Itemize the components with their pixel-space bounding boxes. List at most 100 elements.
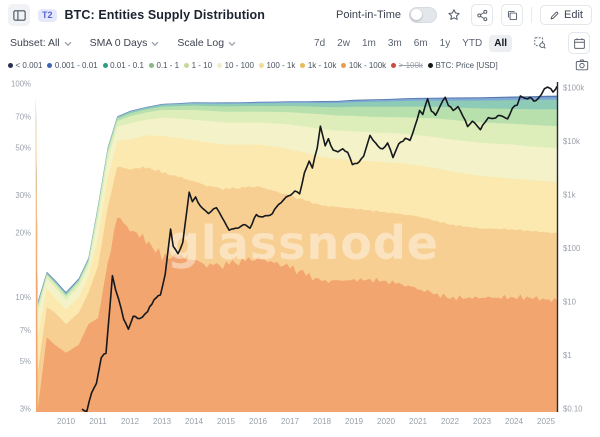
legend-item[interactable]: > 100k — [391, 61, 423, 70]
legend-item[interactable]: 0.1 - 1 — [148, 60, 180, 70]
range-button-all[interactable]: All — [489, 34, 512, 52]
calendar-button[interactable] — [568, 32, 590, 54]
sma-dropdown[interactable]: SMA 0 Days — [90, 37, 160, 49]
axis-label: 10% — [15, 293, 31, 302]
axis-label: 70% — [15, 113, 31, 122]
glassnode-watermark: glassnode — [167, 216, 439, 270]
axis-label: $10k — [563, 137, 580, 146]
legend-item[interactable]: 0.001 - 0.01 — [47, 60, 98, 70]
copy-icon — [507, 10, 517, 20]
legend-dot — [8, 62, 13, 68]
axis-label: $10 — [563, 298, 577, 307]
legend-item[interactable]: 100 - 1k — [258, 60, 296, 70]
legend-item[interactable]: 1 - 10 — [184, 61, 212, 70]
toggle-knob — [411, 9, 423, 20]
controls-bar: Subset: All SMA 0 Days Scale Log 7d 2w 1m 3… — [0, 32, 600, 54]
legend-item[interactable]: < 0.001 — [8, 61, 42, 70]
axis-label: 2022 — [441, 417, 460, 426]
legend-label: 1 - 10 — [191, 60, 213, 70]
legend-item[interactable]: 0.01 - 0.1 — [102, 60, 144, 70]
range-button-1y[interactable]: 1y — [435, 35, 456, 52]
legend-label: 0.001 - 0.01 — [54, 60, 98, 70]
legend-item[interactable]: 1k - 10k — [300, 61, 336, 70]
legend-item[interactable]: 10 - 100 — [217, 61, 254, 70]
share-icon — [476, 9, 487, 21]
legend-label: 100 - 1k — [266, 60, 296, 70]
axis-label: 30% — [15, 191, 31, 200]
star-icon — [448, 9, 460, 20]
axis-label: $1 — [563, 351, 572, 360]
axis-label: 50% — [15, 144, 31, 153]
legend-dot — [148, 62, 154, 68]
chevron-down-icon — [64, 41, 72, 46]
btc-price-line — [81, 86, 558, 412]
legend-dot — [47, 62, 53, 68]
legend-item[interactable]: BTC: Price [USD] — [427, 60, 498, 70]
edit-button[interactable]: Edit — [540, 5, 592, 25]
page-title: BTC: Entities Supply Distribution — [64, 8, 266, 22]
axis-label: 2025 — [537, 417, 556, 426]
axis-label: 2012 — [121, 417, 140, 426]
zoom-reset-button[interactable] — [530, 33, 550, 53]
legend-label: 0.01 - 0.1 — [110, 60, 144, 70]
range-button-1m[interactable]: 1m — [357, 35, 381, 52]
range-button-ytd[interactable]: YTD — [457, 35, 487, 52]
axis-label: 2011 — [89, 417, 107, 426]
range-button-3m[interactable]: 3m — [383, 35, 407, 52]
legend-label: < 0.001 — [15, 60, 43, 70]
sma-label: SMA 0 Days — [89, 37, 148, 49]
legend-label: 10k - 100k — [348, 60, 387, 70]
axis-label: 5% — [20, 357, 31, 366]
axis-label: $1k — [563, 191, 576, 200]
axis-label: 2018 — [313, 417, 332, 426]
axis-label: $0.10 — [563, 405, 583, 414]
range-button-2w[interactable]: 2w — [332, 35, 355, 52]
scale-dropdown[interactable]: Scale Log — [177, 37, 236, 49]
subset-label: Subset: All — [10, 37, 60, 49]
legend-dot — [300, 62, 306, 68]
zoom-reset-icon — [534, 37, 546, 49]
point-in-time-toggle[interactable] — [409, 7, 438, 23]
share-button[interactable] — [471, 4, 494, 26]
axis-label: $100 — [563, 244, 581, 253]
axis-label: 20% — [15, 229, 31, 238]
axis-label: 2021 — [409, 417, 428, 426]
calendar-icon — [573, 37, 585, 49]
header-bar: T2 BTC: Entities Supply Distribution Poi… — [0, 0, 600, 30]
legend-dot — [258, 62, 264, 68]
axis-label: $100k — [563, 84, 584, 93]
legend-dot — [184, 62, 190, 68]
legend-item[interactable]: 10k - 100k — [341, 61, 386, 70]
axis-label: 2016 — [249, 417, 268, 426]
range-button-6m[interactable]: 6m — [409, 35, 433, 52]
legend-items: < 0.001 0.001 - 0.01 0.01 - 0.1 0.1 - 1 1 - … — [8, 61, 498, 70]
scale-label: Scale Log — [177, 37, 225, 49]
divider — [531, 7, 533, 23]
legend-label: BTC: Price [USD] — [435, 60, 498, 70]
legend-label: 1k - 10k — [307, 60, 337, 70]
copy-button[interactable] — [501, 4, 524, 26]
axis-label: 2013 — [153, 417, 172, 426]
axis-label: 100% — [11, 80, 31, 89]
sidebar-icon — [12, 9, 26, 21]
chevron-down-icon — [228, 41, 236, 46]
tier-badge: T2 — [38, 8, 57, 22]
range-button-7d[interactable]: 7d — [309, 35, 330, 52]
legend-dot — [341, 62, 347, 68]
favorite-button[interactable] — [445, 6, 464, 24]
axis-label: 2015 — [217, 417, 236, 426]
legend-label: 0.1 - 1 — [156, 60, 180, 70]
legend-dot — [102, 62, 108, 68]
point-in-time-label: Point-in-Time — [336, 9, 402, 21]
subset-dropdown[interactable]: Subset: All — [10, 37, 72, 49]
sidebar-toggle-button[interactable] — [8, 4, 30, 26]
chevron-down-icon — [151, 41, 159, 46]
axis-label: 2020 — [377, 417, 396, 426]
legend-dot — [427, 62, 433, 68]
range-selector: 7d 2w 1m 3m 6m 1y YTD All — [309, 34, 512, 52]
screenshot-button[interactable] — [572, 55, 592, 75]
axis-label: 2017 — [281, 417, 300, 426]
axis-label: 2019 — [345, 417, 364, 426]
